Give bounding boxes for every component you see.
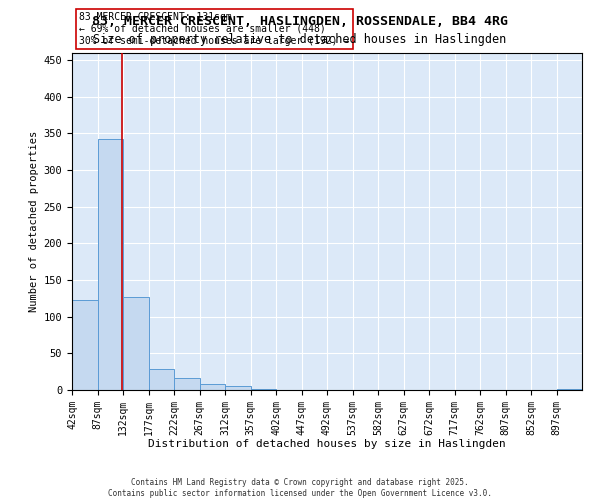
- Text: 83, MERCER CRESCENT, HASLINGDEN, ROSSENDALE, BB4 4RG: 83, MERCER CRESCENT, HASLINGDEN, ROSSEND…: [92, 15, 508, 28]
- Bar: [97, 139, 123, 390]
- Bar: [225, 386, 251, 390]
- Y-axis label: Number of detached properties: Number of detached properties: [29, 130, 40, 312]
- Text: Contains HM Land Registry data © Crown copyright and database right 2025.
Contai: Contains HM Land Registry data © Crown c…: [108, 478, 492, 498]
- Bar: [72, 300, 97, 390]
- X-axis label: Distribution of detached houses by size in Haslingden: Distribution of detached houses by size …: [148, 439, 506, 449]
- Text: Size of property relative to detached houses in Haslingden: Size of property relative to detached ho…: [94, 32, 506, 46]
- Bar: [123, 297, 149, 390]
- Bar: [174, 378, 199, 390]
- Bar: [199, 384, 225, 390]
- Text: 83 MERCER CRESCENT: 131sqm
← 69% of detached houses are smaller (448)
30% of sem: 83 MERCER CRESCENT: 131sqm ← 69% of deta…: [79, 12, 349, 46]
- Bar: [251, 388, 276, 390]
- Bar: [149, 370, 174, 390]
